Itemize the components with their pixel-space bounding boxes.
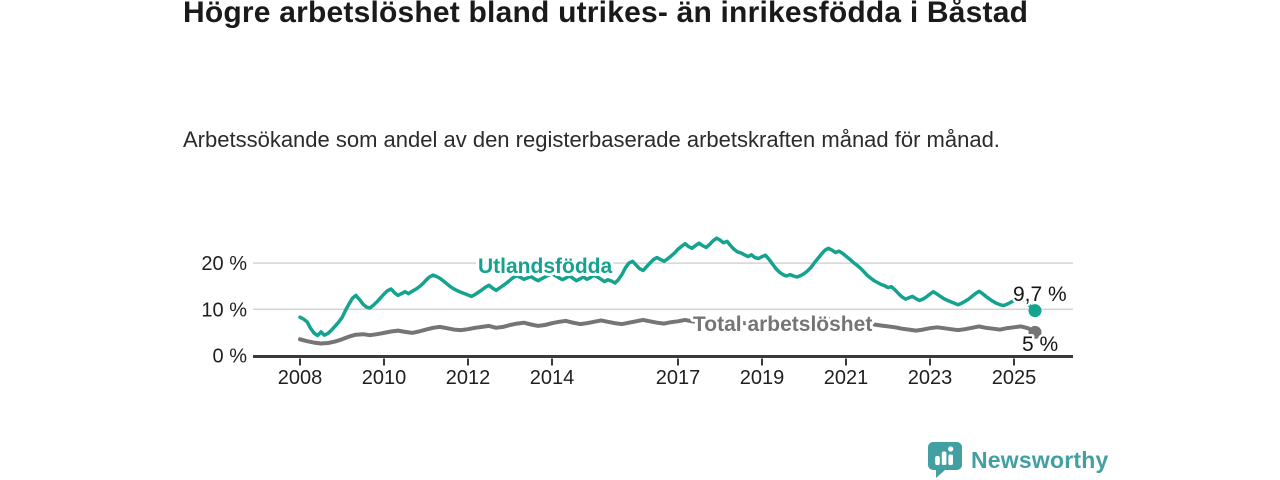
x-axis: 2008 2010 2012 2014 2017 2019 2021 2023 2025	[253, 355, 1073, 389]
logo-bar-1	[935, 456, 940, 465]
x-tick-label: 2019	[740, 367, 785, 389]
end-value-label-utlandsfodda: 9,7 %	[1013, 283, 1067, 306]
series-end-dot-1	[1028, 325, 1042, 339]
gridlines	[253, 262, 1073, 311]
brand-name: Newsworthy	[971, 446, 1109, 473]
series-line-0	[298, 236, 1037, 338]
newsworthy-brand-link[interactable]: Newsworthy	[928, 442, 1108, 478]
logo-dot	[948, 446, 954, 452]
y-tick-label: 10 %	[201, 299, 247, 321]
series-end-dot-0	[1028, 304, 1042, 318]
x-tick-label: 2008	[278, 367, 323, 389]
x-tick-label: 2017	[656, 367, 701, 389]
series-lines	[298, 236, 1042, 346]
series-label-total-arbetsloshet: Total arbetslöshet	[693, 313, 872, 336]
x-tick-label: 2012	[446, 367, 491, 389]
x-tick-label: 2025	[992, 367, 1037, 389]
y-tick-label: 20 %	[201, 253, 247, 275]
series-line-1	[298, 316, 1037, 346]
y-axis-labels: 0 % 10 % 20 %	[201, 253, 247, 367]
page-title: Högre arbetslöshet bland utrikes- än inr…	[183, 0, 1029, 29]
logo-bar-3	[948, 454, 953, 465]
newsworthy-logo-icon	[928, 442, 962, 478]
logo-bar-2	[941, 451, 947, 465]
end-value-label-total: 5 %	[1022, 333, 1058, 356]
x-tick-label: 2010	[362, 367, 407, 389]
y-tick-label: 0 %	[213, 346, 248, 368]
x-tick-label: 2014	[530, 367, 575, 389]
chart-subtitle: Arbetssökande som andel av den registerb…	[183, 127, 1000, 152]
x-tick-label: 2023	[908, 367, 953, 389]
series-label-utlandsfodda: Utlandsfödda	[478, 255, 612, 278]
x-tick-label: 2021	[824, 367, 869, 389]
